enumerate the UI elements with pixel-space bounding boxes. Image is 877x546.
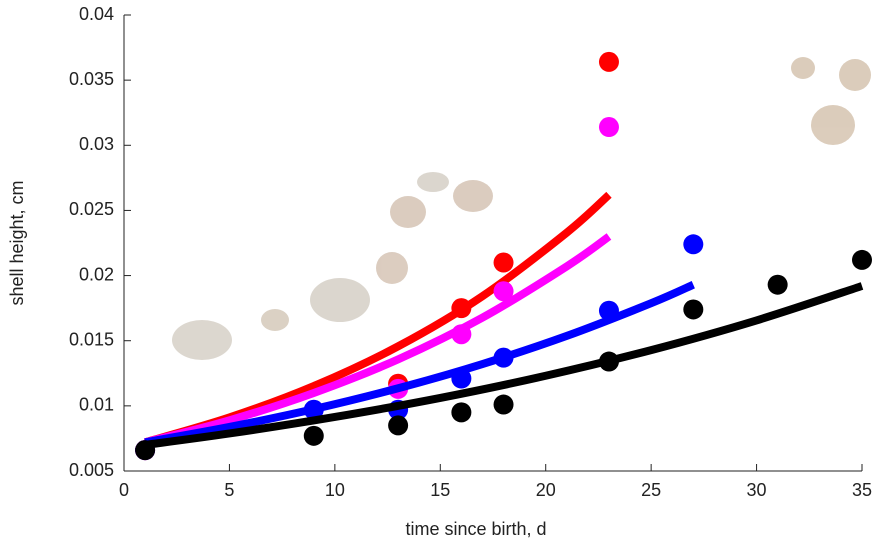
y-tick-label: 0.02 [79, 264, 114, 284]
data-point [493, 347, 514, 368]
data-point [451, 368, 472, 389]
data-point [303, 399, 324, 420]
x-tick-label: 35 [852, 480, 872, 500]
data-point [451, 324, 472, 345]
x-tick-label: 15 [430, 480, 450, 500]
data-point [303, 425, 324, 446]
fit-line [144, 281, 695, 447]
data-point [598, 51, 619, 72]
data-point [683, 299, 704, 320]
y-tick-label: 0.005 [69, 460, 114, 480]
data-point [493, 252, 514, 273]
x-tick-label: 0 [119, 480, 129, 500]
y-tick-label: 0.03 [79, 134, 114, 154]
y-tick-label: 0.04 [79, 4, 114, 24]
x-axis-label: time since birth, d [405, 519, 546, 539]
y-axis-label: shell height, cm [7, 180, 27, 305]
data-point [451, 298, 472, 319]
data-point [493, 394, 514, 415]
x-tick-label: 20 [536, 480, 556, 500]
y-tick-label: 0.035 [69, 69, 114, 89]
data-point [388, 415, 409, 436]
y-tick-label: 0.01 [79, 395, 114, 415]
x-tick-label: 10 [325, 480, 345, 500]
y-tick-label: 0.015 [69, 329, 114, 349]
x-tick-label: 30 [747, 480, 767, 500]
fit-line [144, 233, 612, 447]
data-point [598, 117, 619, 138]
data-point [493, 281, 514, 302]
data-point [598, 351, 619, 372]
fit-line [144, 282, 864, 449]
data-point [767, 274, 788, 295]
x-tick-label: 5 [224, 480, 234, 500]
y-tick-label: 0.025 [69, 199, 114, 219]
background-decoration [172, 57, 871, 360]
fit-line [143, 191, 612, 447]
data-point [683, 234, 704, 255]
data-point [598, 300, 619, 321]
data-point [852, 249, 872, 270]
data-point [451, 402, 472, 423]
data-point [135, 440, 156, 461]
x-tick-label: 25 [641, 480, 661, 500]
